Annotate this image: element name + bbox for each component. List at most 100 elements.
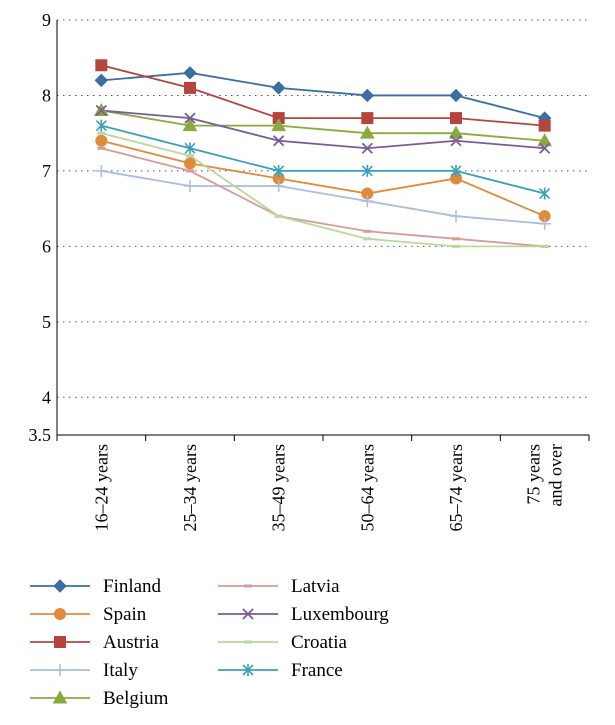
legend-marker — [54, 608, 66, 620]
data-point — [450, 164, 462, 177]
axes: 3.5 4 5 6 7 8 9 16–24 years 25–34 years 35–49 yea… — [29, 10, 590, 531]
legend-label: Austria — [103, 632, 160, 653]
data-point — [361, 195, 374, 208]
data-point — [182, 118, 198, 132]
legend: Finland Spain Austria Italy Belgium Latvia Lux… — [30, 576, 389, 709]
data-point — [95, 134, 108, 147]
y-tick-label: 9 — [42, 10, 51, 30]
x-tick-label: 16–24 years — [91, 444, 111, 531]
data-point — [97, 146, 106, 150]
series-line — [101, 124, 545, 195]
y-tick-label: 6 — [42, 236, 51, 256]
y-tick-label: 7 — [42, 161, 51, 181]
x-tick-label: 35–49 years — [269, 444, 289, 531]
data-point — [363, 237, 372, 241]
legend-item: Spain — [30, 604, 147, 625]
series-line — [101, 109, 545, 150]
data-point — [271, 118, 287, 132]
legend-label: Italy — [103, 660, 138, 681]
data-point — [450, 135, 462, 147]
data-point — [539, 187, 551, 200]
series-line — [101, 64, 545, 127]
legend-label: Croatia — [291, 632, 347, 653]
series-line — [101, 139, 546, 218]
data-point — [449, 88, 463, 103]
data-point — [186, 169, 194, 173]
data-point — [537, 133, 553, 147]
data-point — [540, 244, 549, 248]
legend-label: France — [291, 660, 343, 681]
series-line — [101, 147, 545, 248]
data-point — [184, 157, 196, 170]
data-point — [538, 217, 551, 230]
data-point — [95, 59, 108, 72]
legend-item: Austria — [30, 632, 160, 653]
data-point — [95, 164, 108, 177]
legend-marker — [242, 664, 254, 676]
data-point — [184, 180, 196, 192]
data-point — [273, 164, 285, 177]
data-point — [361, 112, 374, 125]
data-point — [361, 164, 373, 177]
data-point — [97, 131, 106, 135]
data-point — [361, 142, 373, 154]
data-point — [272, 180, 285, 192]
data-point — [359, 125, 375, 139]
series-line — [101, 132, 545, 248]
series-markers — [93, 59, 553, 248]
data-point — [538, 119, 551, 132]
legend-item: Luxembourg — [218, 604, 389, 625]
data-point — [448, 125, 464, 139]
data-point — [274, 214, 283, 218]
y-tick-label: 4 — [42, 387, 51, 407]
data-point — [94, 73, 109, 88]
series-line — [101, 170, 545, 225]
legend-label: Latvia — [291, 576, 340, 597]
legend-marker — [244, 640, 252, 644]
legend-item: Latvia — [218, 576, 340, 597]
legend-marker — [54, 636, 66, 648]
data-point — [452, 244, 460, 248]
data-point — [183, 66, 197, 80]
y-tick-label: 3.5 — [29, 425, 52, 445]
series-line — [101, 71, 545, 119]
data-point — [184, 81, 196, 94]
y-tick-label: 5 — [42, 312, 51, 332]
data-point — [184, 112, 196, 124]
data-point — [360, 88, 375, 103]
series-lines — [101, 64, 546, 248]
data-point — [450, 210, 462, 223]
x-tick-label: 65–74 years — [446, 444, 466, 531]
y-tick-label: 8 — [42, 85, 51, 105]
legend-item: Croatia — [218, 632, 347, 653]
legend-marker — [52, 690, 68, 704]
data-point — [452, 237, 460, 241]
legend-label: Spain — [103, 604, 147, 625]
x-tick-label: and over — [546, 444, 566, 506]
data-point — [95, 104, 107, 117]
x-tick-label: 25–34 years — [180, 444, 200, 531]
data-point — [271, 81, 286, 95]
data-point — [273, 135, 285, 147]
x-tick-label: 75 years — [524, 444, 544, 504]
legend-marker — [54, 664, 66, 676]
data-point — [539, 142, 551, 154]
x-tick-label: 50–64 years — [357, 444, 377, 531]
legend-marker — [244, 584, 252, 588]
data-point — [95, 119, 107, 132]
legend-item: Italy — [30, 660, 138, 681]
legend-item: Belgium — [30, 688, 169, 709]
legend-label: Luxembourg — [291, 604, 389, 625]
data-point — [450, 112, 462, 125]
legend-item: Finland — [30, 576, 162, 597]
legend-item: France — [218, 660, 343, 681]
legend-marker — [242, 608, 254, 620]
series-line — [101, 109, 545, 142]
data-point — [186, 154, 194, 158]
data-point — [363, 229, 372, 233]
data-point — [184, 142, 196, 155]
legend-label: Finland — [103, 576, 162, 597]
legend-label: Belgium — [103, 688, 169, 709]
legend-marker — [53, 579, 67, 593]
